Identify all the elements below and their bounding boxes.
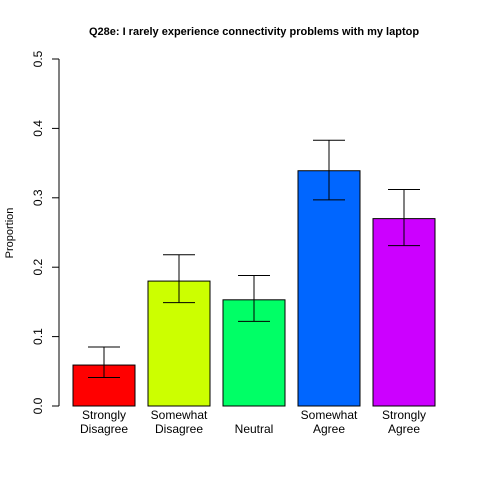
y-tick-label: 0.1 (31, 328, 45, 345)
y-tick-label: 0.0 (31, 397, 45, 414)
y-tick-label: 0.4 (31, 120, 45, 137)
x-tick-label: Somewhat (151, 408, 208, 422)
x-tick-label: Strongly (382, 408, 426, 422)
bar (297, 170, 361, 407)
x-tick-label: Agree (313, 422, 345, 436)
error-bar-group (88, 139, 420, 379)
y-axis: 0.0 0.1 0.2 0.3 0.4 0.5 (31, 50, 60, 414)
y-tick-label: 0.3 (31, 189, 45, 206)
y-axis-label: Proportion (4, 208, 16, 259)
chart-title: Q28e: I rarely experience connectivity p… (89, 26, 419, 38)
y-tick-label: 0.5 (31, 50, 45, 67)
y-tick-label: 0.2 (31, 259, 45, 276)
x-tick-label: Neutral (235, 422, 274, 436)
x-tick-label: Disagree (155, 422, 203, 436)
x-tick-label: Disagree (80, 422, 128, 436)
x-tick-label: Somewhat (301, 408, 358, 422)
x-tick-label: Agree (388, 422, 420, 436)
x-tick-label: Strongly (82, 408, 126, 422)
bar (372, 218, 436, 407)
